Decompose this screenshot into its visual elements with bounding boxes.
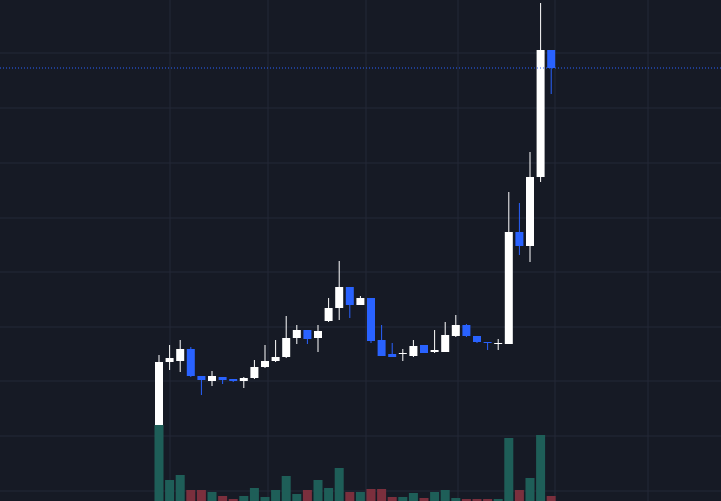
candle-body	[409, 346, 418, 356]
candle-body	[388, 354, 397, 357]
volume-bar	[302, 490, 312, 501]
volume-bar	[175, 475, 185, 501]
candle-body	[292, 330, 301, 338]
candle-body	[473, 336, 481, 342]
volume-bar	[345, 492, 355, 501]
price-pane	[0, 3, 721, 425]
candle-body	[239, 378, 248, 381]
candle-body	[303, 330, 312, 339]
candle-body	[377, 340, 386, 356]
volume-bar	[355, 492, 365, 501]
candle-body	[526, 177, 534, 246]
candle-body	[324, 308, 333, 321]
candle-body	[536, 50, 545, 177]
volume-bar	[430, 492, 440, 501]
candle-body	[547, 50, 556, 68]
volume-bar	[387, 497, 397, 501]
candle-body	[367, 298, 375, 341]
volume-bar	[271, 490, 281, 501]
candle-body	[335, 287, 344, 308]
volume-bar	[504, 438, 514, 501]
candle-body	[345, 287, 354, 305]
volume-bar	[186, 490, 196, 501]
candle-body	[282, 338, 291, 357]
candle-body	[504, 232, 513, 344]
candle-body	[155, 362, 163, 425]
volume-bar	[461, 499, 471, 501]
volume-bar	[483, 499, 493, 501]
candle-body	[186, 349, 195, 376]
candle-body	[398, 353, 407, 354]
volume-bar	[324, 488, 334, 501]
volume-bar	[514, 490, 524, 501]
volume-bar	[239, 496, 249, 501]
volume-bar	[196, 490, 206, 501]
candle-body	[229, 379, 238, 381]
candle-body	[494, 343, 503, 344]
candle-body	[261, 361, 269, 367]
volume-pane	[154, 425, 556, 501]
candle-body	[462, 325, 471, 336]
volume-bar	[249, 488, 259, 501]
candle-body	[218, 377, 227, 380]
candle-body	[420, 345, 428, 353]
volume-bar	[398, 497, 408, 501]
volume-bar	[493, 499, 503, 501]
candle-body	[176, 349, 185, 361]
volume-bar	[207, 492, 217, 501]
candle-body	[208, 376, 216, 381]
volume-bar	[228, 499, 238, 501]
candle-body	[441, 335, 450, 352]
volume-bar	[472, 499, 482, 501]
volume-bar	[451, 498, 461, 501]
volume-bar	[260, 497, 270, 501]
volume-bar	[419, 498, 429, 501]
candle-body	[197, 376, 206, 380]
volume-bar	[165, 480, 175, 501]
candle-body	[271, 357, 280, 361]
volume-bar	[546, 496, 556, 501]
candle-body	[451, 325, 460, 336]
volume-bar	[408, 493, 418, 501]
candle-body	[356, 298, 365, 305]
volume-bar	[334, 468, 344, 501]
candle-body	[250, 367, 259, 378]
candle-body	[483, 342, 492, 343]
candle-body	[314, 331, 322, 338]
volume-bar	[154, 425, 164, 501]
volume-bar	[377, 489, 387, 501]
volume-bar	[536, 435, 546, 501]
candle-body	[165, 358, 174, 362]
volume-bar	[292, 494, 302, 501]
candle-body	[430, 350, 439, 352]
volume-bar	[525, 478, 535, 501]
candle-body	[515, 232, 524, 246]
volume-bar	[281, 476, 291, 501]
volume-bar	[218, 496, 228, 501]
volume-bar	[440, 490, 450, 501]
volume-bar	[313, 480, 323, 501]
volume-bar	[366, 489, 376, 501]
